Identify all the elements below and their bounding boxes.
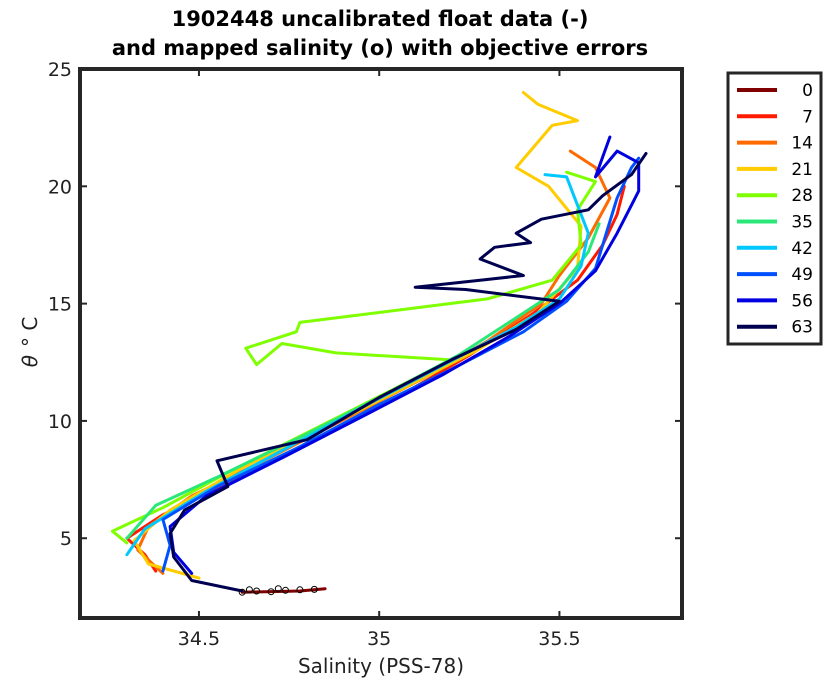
legend: 0 7 14 21 28 35 42 49 56 63: [728, 73, 821, 344]
legend-label: 42: [791, 239, 813, 259]
chart-title-line1: 1902448 uncalibrated float data (-): [172, 7, 589, 31]
legend-label: 49: [791, 265, 813, 285]
chart-title-line2: and mapped salinity (o) with objective e…: [112, 36, 648, 60]
y-tick-label: 5: [60, 528, 72, 550]
y-axis-label-symbol: θ: [18, 355, 42, 367]
legend-label: 63: [791, 318, 813, 338]
legend-label: 56: [791, 291, 813, 311]
x-tick-label: 35.5: [538, 628, 580, 650]
x-tick-label: 35: [367, 628, 391, 650]
x-axis-label: Salinity (PSS-78): [298, 654, 464, 678]
y-axis-label-unit: ° C: [18, 317, 42, 347]
y-axis-label: θ ° C: [18, 317, 42, 368]
x-tick-label: 34.5: [178, 628, 220, 650]
legend-label: 14: [791, 134, 813, 154]
y-tick-label: 10: [48, 411, 72, 433]
y-tick-label: 25: [48, 59, 72, 81]
legend-label: 21: [791, 160, 813, 180]
legend-label: 28: [791, 186, 813, 206]
legend-label: 0: [802, 81, 813, 101]
y-tick-label: 15: [48, 294, 72, 316]
legend-label: 7: [802, 107, 813, 127]
legend-label: 35: [791, 213, 813, 233]
svg-text:θ° C: θ ° C: [18, 317, 42, 368]
y-tick-label: 20: [48, 176, 72, 198]
